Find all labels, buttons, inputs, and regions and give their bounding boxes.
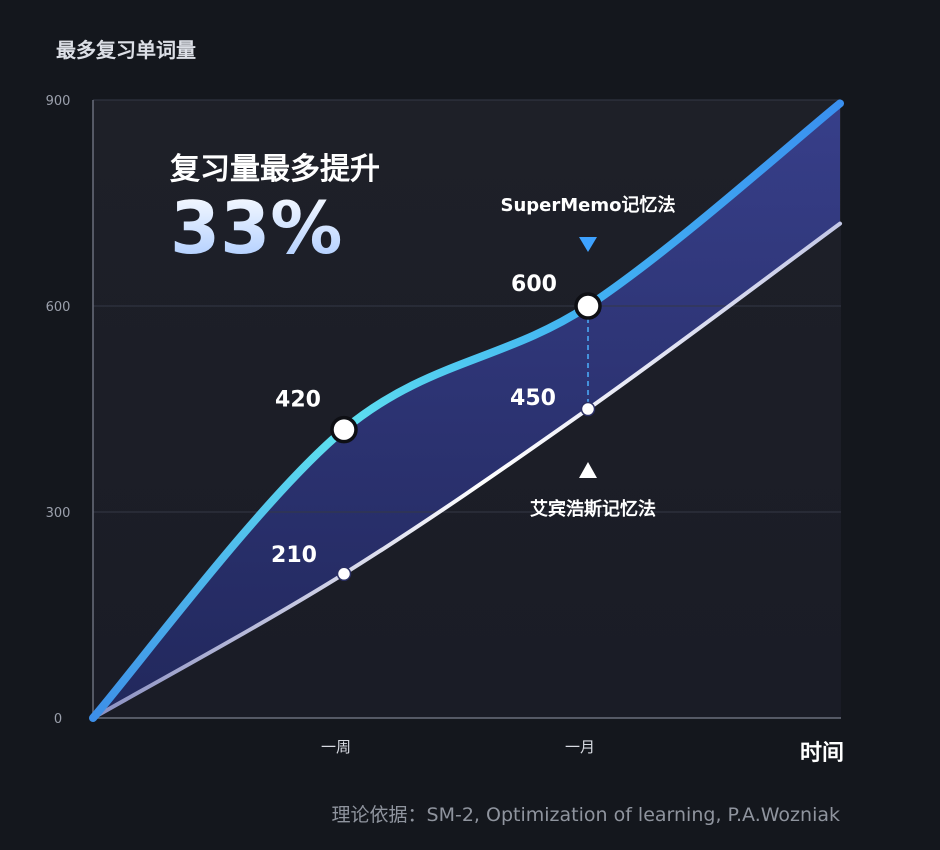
data-point-ebbinghaus xyxy=(336,566,352,582)
series-line-supermemo xyxy=(89,99,844,722)
marker-up-triangle xyxy=(579,462,597,478)
x-tick-label: 一周 xyxy=(321,738,351,756)
legend-label-ebbinghaus: 艾宾浩斯记忆法 xyxy=(530,498,656,520)
data-label-ebbinghaus: 210 xyxy=(271,543,317,568)
data-points: 420 600 210 450 xyxy=(271,272,602,582)
gap-area xyxy=(93,103,840,718)
data-label-supermemo: 420 xyxy=(275,388,321,413)
y-tick-label: 0 xyxy=(54,712,62,727)
x-axis-label: 时间 xyxy=(800,741,844,766)
data-point-supermemo xyxy=(330,415,358,444)
legend-label-supermemo: SuperMemo记忆法 xyxy=(501,194,676,216)
source-citation: 理论依据：SM-2, Optimization of learning, P.A… xyxy=(332,804,840,826)
y-tick-label: 300 xyxy=(46,506,71,521)
x-tick-label: 一月 xyxy=(565,738,595,756)
y-tick-label: 600 xyxy=(46,300,71,315)
data-label-ebbinghaus: 450 xyxy=(510,386,556,411)
chart-title: 最多复习单词量 xyxy=(56,38,196,62)
data-point-ebbinghaus xyxy=(580,401,596,417)
grid-lines xyxy=(93,99,841,513)
data-label-supermemo: 600 xyxy=(511,272,557,297)
marker-down-triangle xyxy=(579,237,597,252)
data-point-supermemo xyxy=(574,292,602,320)
y-axis-ticks: 0 300 600 900 xyxy=(46,94,71,727)
headline-text: 复习量最多提升 xyxy=(170,152,380,187)
x-axis-ticks: 一周 一月 xyxy=(321,738,595,756)
y-tick-label: 900 xyxy=(46,94,71,109)
headline-value: 33% xyxy=(170,186,342,270)
series-line-ebbinghaus xyxy=(91,221,842,720)
